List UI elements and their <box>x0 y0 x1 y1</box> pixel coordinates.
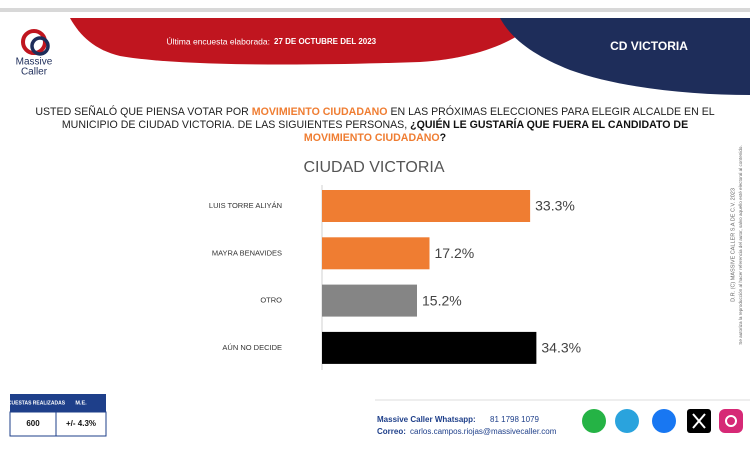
value-label: 15.2% <box>422 292 462 308</box>
telegram-icon[interactable] <box>615 409 639 433</box>
side-note: D.R. (C) MASSIVE CALLER S.A DE C.V. 2023 <box>730 188 736 302</box>
category-label: OTRO <box>260 296 282 305</box>
top-rule <box>0 8 750 12</box>
stats-value: +/- 4.3% <box>66 419 96 428</box>
bar <box>322 190 531 222</box>
bar <box>322 284 417 317</box>
bar <box>322 331 537 364</box>
category-label: MAYRA BENAVIDES <box>212 248 282 257</box>
logo-ring <box>30 36 50 56</box>
x-glyph <box>692 413 706 429</box>
header-wave <box>70 18 540 65</box>
side-note: Se autoriza la reproducción al hacer ref… <box>738 145 743 344</box>
question-highlight: MOVIMIENTO CIUDADANO <box>303 132 440 144</box>
stats-header: M.E. <box>75 400 87 406</box>
question-bold: ¿QUIÉN LE GUSTARÍA QUE FUERA EL CANDIDAT… <box>410 119 689 131</box>
survey-label: Última encuesta elaborada: <box>167 36 270 46</box>
stats-value: 600 <box>26 419 40 428</box>
logo <box>21 29 50 56</box>
stats-header: ENCUESTAS REALIZADAS <box>1 400 66 406</box>
question-bold: ? <box>439 132 447 144</box>
email-label: Correo: <box>377 427 406 436</box>
instagram-icon[interactable] <box>719 409 743 433</box>
question-text: USTED SEÑALÓ QUE PIENSA VOTAR POR <box>35 106 252 118</box>
chart-title: CIUDAD VICTORIA <box>303 159 444 176</box>
header-blob <box>500 18 750 95</box>
whatsapp: 81 1798 1079 <box>490 415 539 424</box>
question-text: EN LAS PRÓXIMAS ELECCIONES PARA ELEGIR A… <box>61 106 715 131</box>
bar <box>322 237 430 270</box>
facebook-icon[interactable] <box>652 409 676 433</box>
email: carlos.campos.riojas@massivecaller.com <box>410 427 557 436</box>
survey-date: 27 DE OCTUBRE DEL 2023 <box>274 37 377 46</box>
whatsapp-label: Massive Caller Whatsapp: <box>377 415 476 424</box>
question-highlight: MOVIMIENTO CIUDADANO <box>251 106 388 118</box>
chart: CIUDAD VICTORIA LUIS TORRE ALIYÁN 33.3% MA… <box>209 159 581 370</box>
whatsapp-icon[interactable] <box>582 409 606 433</box>
location: CD VICTORIA <box>610 39 688 53</box>
stats-header-bg <box>10 394 106 412</box>
social-icons <box>582 409 743 433</box>
brand: Caller <box>21 67 48 78</box>
value-label: 34.3% <box>541 340 581 356</box>
stats-box: ENCUESTAS REALIZADAS M.E. 600 +/- 4.3% <box>1 394 107 437</box>
category-label: LUIS TORRE ALIYÁN <box>209 201 282 210</box>
category-label: AÚN NO DECIDE <box>222 343 282 352</box>
value-label: 33.3% <box>535 198 575 214</box>
question: USTED SEÑALÓ QUE PIENSA VOTAR POR MOVIMI… <box>30 106 720 145</box>
value-label: 17.2% <box>435 245 475 261</box>
brand: Massive <box>16 57 53 68</box>
stats-body <box>9 411 107 437</box>
instagram-glyph <box>725 415 737 427</box>
